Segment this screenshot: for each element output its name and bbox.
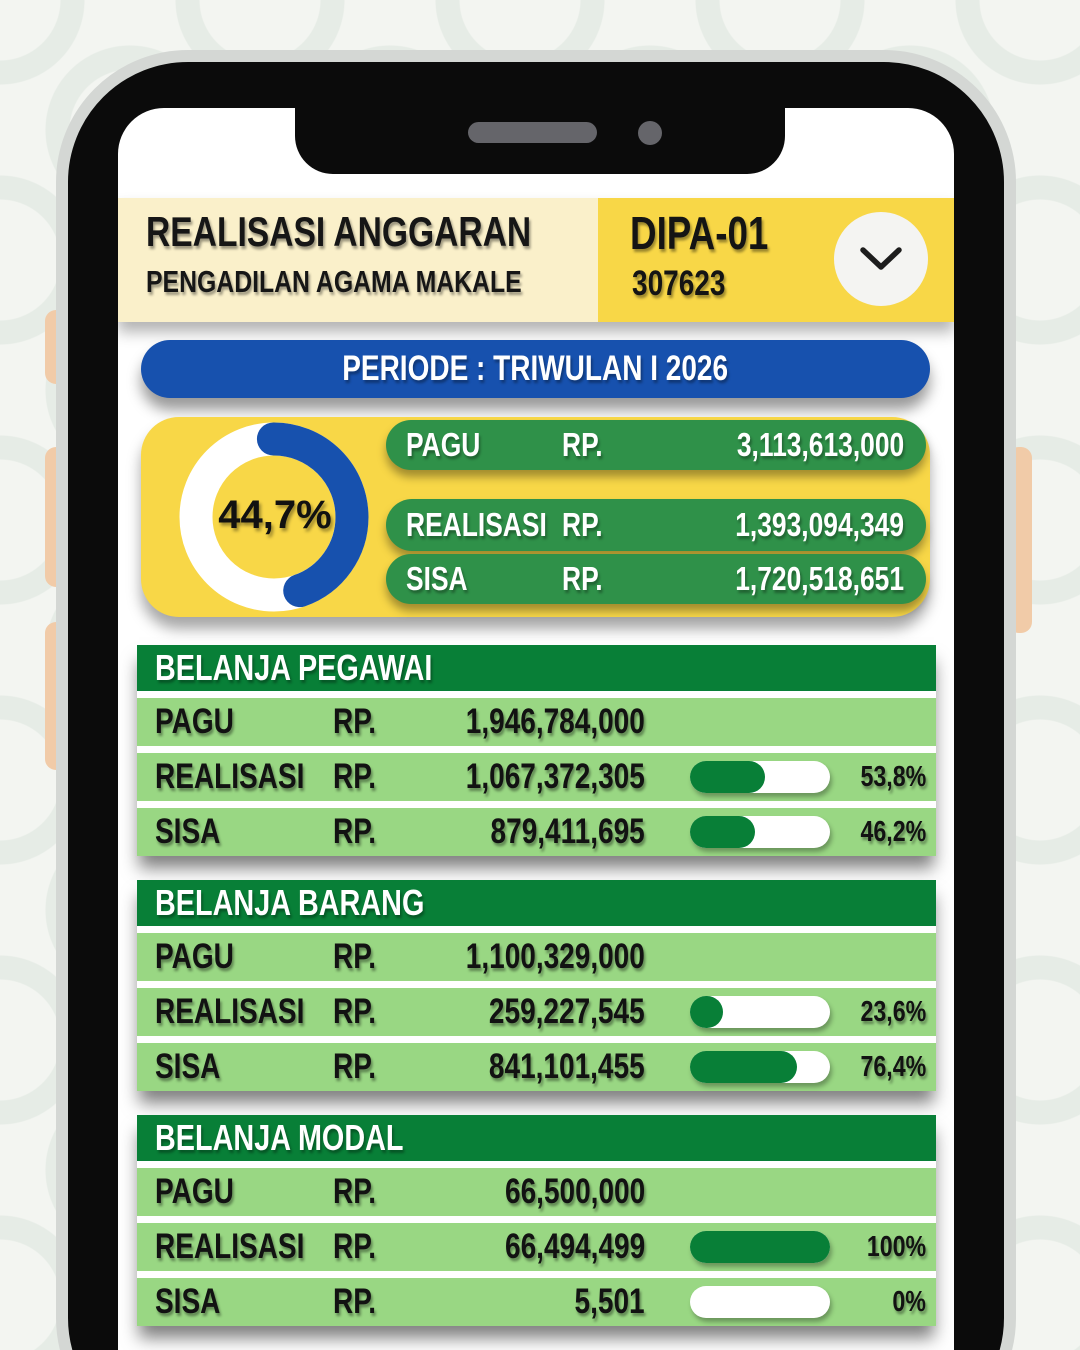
progress-bar [690,996,830,1028]
row-label: SISA [155,1047,221,1086]
row-currency: RP. [333,1227,377,1266]
summary-row-sisa: SISA RP. 1,720,518,651 [386,554,926,604]
section-title: BELANJA MODAL [155,1117,404,1158]
table-row: REALISASI RP. 66,494,499 100% [137,1223,936,1271]
dipa-selector[interactable]: DIPA-01 307623 [598,198,954,322]
row-label: PAGU [406,426,481,463]
page-subtitle: PENGADILAN AGAMA MAKALE [146,264,522,299]
row-currency: RP. [333,812,377,851]
summary-row-realisasi: REALISASI RP. 1,393,094,349 [386,499,926,551]
row-value: 5,501 [574,1282,645,1321]
table-row: PAGU RP. 1,100,329,000 [137,933,936,981]
row-value: 1,100,329,000 [465,937,645,976]
table-row: REALISASI RP. 259,227,545 23,6% [137,988,936,1036]
table-row: PAGU RP. 66,500,000 [137,1168,936,1216]
row-currency: RP. [562,426,603,463]
row-label: REALISASI [155,757,305,796]
periode-pill: PERIODE : TRIWULAN I 2026 [141,340,930,398]
section-belanja-pegawai: BELANJA PEGAWAI PAGU RP. 1,946,784,000 R… [137,645,936,856]
percent-label: 0% [892,1285,926,1318]
row-value: 879,411,695 [490,812,645,851]
progress-fill [690,761,766,793]
progress-bar [690,1231,830,1263]
row-value: 1,067,372,305 [465,757,645,796]
row-value: 66,494,499 [504,1227,645,1266]
row-label: REALISASI [155,1227,305,1266]
row-currency: RP. [562,560,603,597]
percent-label: 23,6% [860,995,926,1028]
section-title: BELANJA BARANG [155,882,425,923]
progress-fill [690,1231,830,1263]
row-label: SISA [406,560,468,597]
row-value: 1,946,784,000 [465,702,645,741]
row-label: PAGU [155,702,234,741]
summary-card: 44,7% PAGU RP. 3,113,613,000 REALISASI R… [141,417,930,617]
section-header: BELANJA BARANG [137,880,936,926]
app-header: REALISASI ANGGARAN PENGADILAN AGAMA MAKA… [118,198,954,322]
row-currency: RP. [333,1047,377,1086]
section-header: BELANJA PEGAWAI [137,645,936,691]
front-camera-icon [638,121,662,145]
percent-label: 76,4% [860,1050,926,1083]
donut-percent-label: 44,7% [218,493,332,537]
table-row: SISA RP. 841,101,455 76,4% [137,1043,936,1091]
table-row: SISA RP. 879,411,695 46,2% [137,808,936,856]
progress-fill [690,1051,797,1083]
chevron-down-icon [860,247,902,270]
row-currency: RP. [562,506,603,543]
speaker-grill-icon [468,122,597,143]
section-belanja-barang: BELANJA BARANG PAGU RP. 1,100,329,000 RE… [137,880,936,1091]
progress-fill [690,996,724,1028]
dipa-label: DIPA-01 [630,207,769,259]
periode-label: PERIODE : TRIWULAN I 2026 [342,349,729,388]
dropdown-button[interactable] [834,212,928,306]
row-value: 1,393,094,349 [735,506,904,543]
phone-frame: REALISASI ANGGARAN PENGADILAN AGAMA MAKA… [56,50,1016,1350]
progress-bar [690,816,830,848]
row-value: 1,720,518,651 [735,560,904,597]
dipa-code: 307623 [632,264,726,303]
header-title-block: REALISASI ANGGARAN PENGADILAN AGAMA MAKA… [118,198,598,322]
summary-row-pagu: PAGU RP. 3,113,613,000 [386,420,926,470]
percent-label: 100% [866,1230,926,1263]
table-row: SISA RP. 5,501 0% [137,1278,936,1326]
row-currency: RP. [333,1282,377,1321]
percent-label: 53,8% [860,760,926,793]
row-label: REALISASI [155,992,305,1031]
row-label: PAGU [155,937,234,976]
page-title: REALISASI ANGGARAN [146,208,532,255]
row-label: SISA [155,1282,221,1321]
table-row: REALISASI RP. 1,067,372,305 53,8% [137,753,936,801]
row-value: 66,500,000 [504,1172,645,1211]
phone-notch [295,108,785,174]
row-value: 259,227,545 [489,992,645,1031]
percent-label: 46,2% [860,815,926,848]
row-currency: RP. [333,937,377,976]
progress-fill [690,816,755,848]
phone-screen: REALISASI ANGGARAN PENGADILAN AGAMA MAKA… [118,108,954,1350]
section-header: BELANJA MODAL [137,1115,936,1161]
progress-bar [690,1286,830,1318]
progress-bar [690,1051,830,1083]
row-currency: RP. [333,757,377,796]
section-belanja-modal: BELANJA MODAL PAGU RP. 66,500,000 REALIS… [137,1115,936,1326]
row-currency: RP. [333,992,377,1031]
section-title: BELANJA PEGAWAI [155,647,433,688]
row-label: REALISASI [406,506,547,543]
table-row: PAGU RP. 1,946,784,000 [137,698,936,746]
row-currency: RP. [333,1172,377,1211]
row-value: 3,113,613,000 [736,426,904,463]
row-currency: RP. [333,702,377,741]
progress-bar [690,761,830,793]
row-value: 841,101,455 [489,1047,645,1086]
row-label: PAGU [155,1172,234,1211]
row-label: SISA [155,812,221,851]
donut-chart [179,422,369,612]
